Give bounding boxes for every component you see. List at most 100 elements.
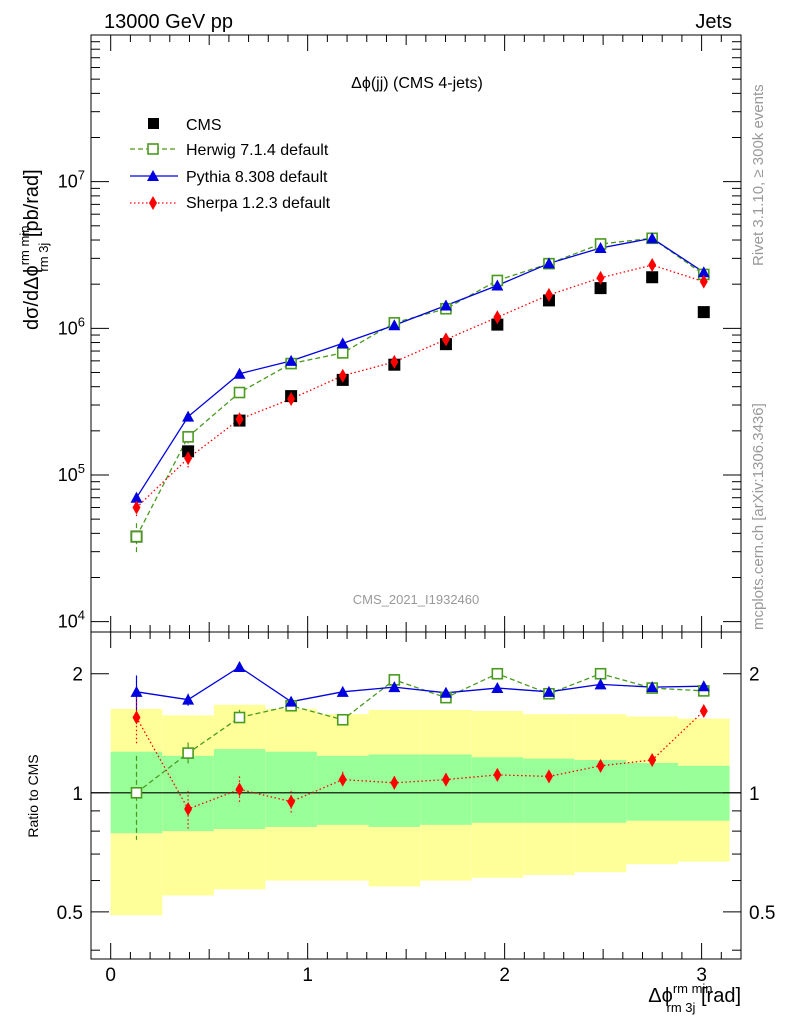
header-left: 13000 GeV pp <box>104 11 233 33</box>
main-y-tick-label: 105 <box>58 461 85 485</box>
ratio-line-sherpa <box>135 710 705 810</box>
main-point-sherpa <box>338 368 347 383</box>
main-point-pythia <box>491 279 504 291</box>
legend-entry-sherpa: Sherpa 1.2.3 default <box>130 195 331 212</box>
rivet-label: Rivet 3.1.10, ≥ 300k events <box>750 84 767 266</box>
main-point-sherpa <box>648 258 657 273</box>
legend-marker-sherpa <box>149 196 157 210</box>
main-point-herwig <box>130 530 143 543</box>
ratio-inner-band-bin <box>162 755 214 832</box>
ratio-y-tick-label-right: 1 <box>749 784 760 805</box>
ratio-band-layer <box>91 704 741 916</box>
ratio-panel: 0.5 0.5 1 1 2 2 0 1 2 3 Ratio to CMS Δϕrm min rm 3… <box>25 631 775 1015</box>
legend-entry-pythia: Pythia 8.308 default <box>130 169 328 186</box>
ratio-point-pythia <box>233 660 246 672</box>
main-point-pythia <box>697 266 710 278</box>
ratio-point-sherpa <box>184 801 193 816</box>
ratio-inner-band-bin <box>471 757 524 823</box>
header-right: Jets <box>695 11 732 33</box>
ratio-x-axis-label: Δϕrm min rm 3j [rad] <box>648 981 741 1015</box>
ratio-point-sherpa <box>596 758 605 773</box>
main-point-pythia <box>594 241 607 253</box>
ratio-x-tick-label: 2 <box>499 965 510 986</box>
ratio-point-pythia <box>388 681 401 693</box>
main-point-cms <box>697 306 710 319</box>
ratio-inner-band-bin <box>626 762 678 821</box>
main-y-axis-label: dσ/dΔϕrm min rm 3j [pb/rad] <box>17 169 51 330</box>
legend-entry-herwig: Herwig 7.1.4 default <box>130 142 329 159</box>
ratio-point-herwig <box>491 667 504 680</box>
ratio-point-sherpa <box>287 794 296 809</box>
ratio-y-tick-label-right: 0.5 <box>749 903 775 924</box>
ratio-point-pythia <box>491 682 504 694</box>
ratio-data-layer <box>130 660 710 840</box>
top-axis-ticks: 104 105 106 107 <box>58 35 741 632</box>
main-point-sherpa <box>287 391 296 406</box>
main-line-herwig <box>135 237 705 537</box>
legend-label-sherpa: Sherpa 1.2.3 default <box>186 195 331 212</box>
ratio-point-sherpa <box>235 782 244 797</box>
ratio-y-tick-label: 2 <box>72 665 83 686</box>
legend-label-cms: CMS <box>186 117 222 134</box>
ratio-y-tick-label: 1 <box>72 784 83 805</box>
ratio-point-pythia <box>130 685 143 697</box>
mcplots-label: mcplots.cern.ch [arXiv:1306.3436] <box>750 403 767 630</box>
main-point-pythia <box>130 491 143 503</box>
ratio-x-tick-label: 1 <box>302 965 313 986</box>
main-point-sherpa <box>184 451 193 466</box>
main-point-cms <box>594 282 607 295</box>
ratio-y-tick-label-right: 2 <box>749 665 760 686</box>
ratio-point-sherpa <box>441 772 450 787</box>
main-point-herwig <box>336 347 349 359</box>
main-point-pythia <box>388 319 401 331</box>
ratio-point-pythia <box>439 686 452 698</box>
main-point-pythia <box>182 410 195 422</box>
ratio-point-pythia <box>594 678 607 690</box>
main-point-pythia <box>285 354 298 366</box>
main-line-pythia <box>135 237 705 499</box>
ratio-point-herwig <box>594 667 607 680</box>
ratio-point-herwig <box>233 711 246 724</box>
ratio-y-axis-label: Ratio to CMS <box>25 754 41 837</box>
ratio-x-tick-label: 0 <box>105 965 116 986</box>
main-point-pythia <box>542 257 555 269</box>
ratio-inner-band-bin <box>265 751 317 827</box>
main-point-sherpa <box>699 274 708 289</box>
legend-label-pythia: Pythia 8.308 default <box>186 169 328 186</box>
legend-entry-cms: CMS <box>148 117 222 134</box>
main-y-tick-label: 106 <box>58 314 85 338</box>
legend-marker-cms <box>148 118 159 129</box>
ratio-point-sherpa <box>648 753 657 768</box>
ratio-point-pythia <box>542 685 555 697</box>
ratio-point-pythia <box>697 680 710 692</box>
main-point-cms <box>491 318 504 331</box>
main-point-sherpa <box>441 332 450 347</box>
legend-marker-herwig <box>147 143 159 155</box>
ratio-axis-ticks: 0.5 0.5 1 1 2 2 0 1 2 3 <box>57 632 775 986</box>
ratio-inner-band-bin <box>368 754 421 827</box>
ratio-point-sherpa <box>544 769 553 784</box>
legend-marker-pythia <box>147 170 159 181</box>
main-title: Δϕ(jj) (CMS 4-jets) <box>351 75 483 92</box>
main-point-sherpa <box>235 412 244 427</box>
ratio-point-pythia <box>285 695 298 707</box>
main-panel: 104 105 106 107 Δϕ(jj) (CMS 4-jets) CMS_202… <box>17 34 742 633</box>
main-point-sherpa <box>544 287 553 302</box>
main-y-tick-label: 104 <box>58 608 85 632</box>
main-point-pythia <box>233 367 246 379</box>
watermark: CMS_2021_I1932460 <box>353 592 480 607</box>
main-point-pythia <box>646 232 659 244</box>
main-line-sherpa <box>136 264 704 508</box>
ratio-point-sherpa <box>493 767 502 782</box>
main-point-sherpa <box>596 270 605 285</box>
ratio-inner-band-bin <box>420 754 472 825</box>
legend-label-herwig: Herwig 7.1.4 default <box>186 142 329 159</box>
legend: CMS Herwig 7.1.4 default Pythia 8.308 de… <box>130 117 331 212</box>
ratio-inner-band-bin <box>523 758 575 823</box>
main-point-herwig <box>233 386 246 399</box>
ratio-point-pythia <box>336 685 349 697</box>
ratio-point-sherpa <box>338 772 347 787</box>
ratio-point-sherpa <box>132 710 141 725</box>
ratio-point-pythia <box>182 693 195 705</box>
